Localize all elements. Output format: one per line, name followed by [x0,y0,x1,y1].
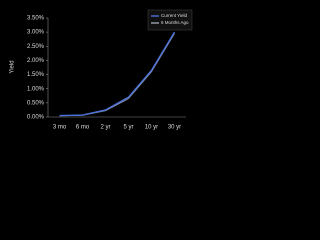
x-tick-label: 5 yr [123,125,133,131]
legend-box [147,9,193,31]
y-tick-label: 0.00% [27,115,45,121]
y-tick-label: 2.50% [27,44,45,50]
page: {"chart_data": {"type": "line", "y_label… [9,9,193,131]
x-tick-label: 6 mo [76,125,90,131]
x-tick-label: 3 mo [53,125,67,131]
x-tick-label: 2 yr [100,125,110,131]
y-axis-label: Yield [10,60,16,73]
y-tick-label: 3.50% [27,16,45,22]
legend-label: 6 Months Ago [161,20,189,25]
x-tick-label: 30 yr [168,125,181,131]
y-tick-label: 0.50% [27,100,45,106]
y-tick-label: 1.50% [27,72,45,78]
x-tick-label: 10 yr [145,125,158,131]
y-tick-label: 2.00% [27,58,45,64]
y-tick-label: 3.00% [27,30,45,36]
series-line [59,31,176,117]
y-tick-label: 1.00% [27,86,45,92]
chart: Yield 0.00% 0.50% 1.00% 1.50% 2.00% 2.50% 3.00… [10,9,193,131]
legend-label: Current Yield [161,13,188,18]
